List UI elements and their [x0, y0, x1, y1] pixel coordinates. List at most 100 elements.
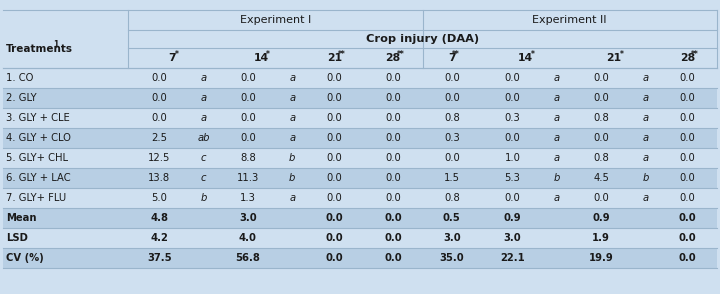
Text: 3.0: 3.0 [503, 233, 521, 243]
Bar [3, 68, 717, 88]
Bar [3, 168, 717, 188]
Text: *: * [174, 49, 179, 59]
Text: b: b [200, 193, 207, 203]
Text: b: b [642, 173, 649, 183]
Text: 5. GLY+ CHL: 5. GLY+ CHL [6, 153, 68, 163]
Text: 0.0: 0.0 [151, 73, 167, 83]
Text: 0.0: 0.0 [325, 213, 343, 223]
Text: 0.0: 0.0 [385, 133, 401, 143]
Text: 5.3: 5.3 [505, 173, 521, 183]
Text: 4. GLY + CLO: 4. GLY + CLO [6, 133, 71, 143]
Text: a: a [642, 193, 649, 203]
Text: 1.5: 1.5 [444, 173, 460, 183]
Text: 8.8: 8.8 [240, 153, 256, 163]
Text: 0.0: 0.0 [327, 113, 343, 123]
Text: 4.2: 4.2 [150, 233, 168, 243]
Text: 4.8: 4.8 [150, 213, 168, 223]
Bar [3, 248, 717, 268]
Text: 0.0: 0.0 [240, 133, 256, 143]
Text: 11.3: 11.3 [237, 173, 259, 183]
Text: 0.9: 0.9 [503, 213, 521, 223]
Text: 0.0: 0.0 [327, 133, 343, 143]
Text: 0.0: 0.0 [680, 173, 696, 183]
Text: 35.0: 35.0 [439, 253, 464, 263]
Text: 0.0: 0.0 [385, 193, 401, 203]
Text: a: a [200, 93, 207, 103]
Text: 0.8: 0.8 [444, 193, 459, 203]
Text: c: c [201, 153, 207, 163]
Text: 0.0: 0.0 [384, 213, 402, 223]
Text: a: a [289, 93, 295, 103]
Bar [3, 108, 717, 128]
Text: a: a [642, 93, 649, 103]
Text: 0.0: 0.0 [679, 233, 696, 243]
Text: 0.0: 0.0 [444, 153, 459, 163]
Text: 0.0: 0.0 [680, 73, 696, 83]
Text: b: b [289, 173, 295, 183]
Text: 0.8: 0.8 [593, 153, 609, 163]
Text: 0.0: 0.0 [593, 133, 609, 143]
Text: 0.0: 0.0 [593, 193, 609, 203]
Text: 28: 28 [386, 53, 401, 63]
Text: 0.0: 0.0 [327, 73, 343, 83]
Text: 0.0: 0.0 [327, 153, 343, 163]
Text: b: b [554, 173, 560, 183]
Text: CV (%): CV (%) [6, 253, 44, 263]
Text: 0.0: 0.0 [505, 133, 521, 143]
Text: 22.1: 22.1 [500, 253, 525, 263]
Text: *: * [266, 49, 270, 59]
Text: 13.8: 13.8 [148, 173, 171, 183]
Text: 0.0: 0.0 [444, 93, 459, 103]
Text: 37.5: 37.5 [147, 253, 171, 263]
Bar [3, 10, 717, 68]
Text: 12.5: 12.5 [148, 153, 171, 163]
Text: 0.8: 0.8 [593, 113, 609, 123]
Text: 1: 1 [53, 40, 58, 49]
Text: b: b [289, 153, 295, 163]
Text: a: a [289, 193, 295, 203]
Text: 4.0: 4.0 [239, 233, 257, 243]
Text: 3.0: 3.0 [239, 213, 257, 223]
Text: 28: 28 [680, 53, 696, 63]
Text: Experiment II: Experiment II [533, 15, 607, 25]
Text: 0.3: 0.3 [444, 133, 459, 143]
Text: 3. GLY + CLE: 3. GLY + CLE [6, 113, 70, 123]
Text: a: a [554, 113, 559, 123]
Text: 19.9: 19.9 [589, 253, 613, 263]
Text: 6. GLY + LAC: 6. GLY + LAC [6, 173, 71, 183]
Text: 0.0: 0.0 [240, 113, 256, 123]
Text: LSD: LSD [6, 233, 28, 243]
Text: 1. CO: 1. CO [6, 73, 33, 83]
Text: 7. GLY+ FLU: 7. GLY+ FLU [6, 193, 66, 203]
Text: 2.5: 2.5 [151, 133, 167, 143]
Text: 4.5: 4.5 [593, 173, 609, 183]
Text: 0.0: 0.0 [444, 73, 459, 83]
Text: 1.0: 1.0 [505, 153, 521, 163]
Text: 0.5: 0.5 [443, 213, 461, 223]
Text: a: a [642, 113, 649, 123]
Text: 0.0: 0.0 [385, 173, 401, 183]
Text: **: ** [691, 49, 699, 59]
Text: c: c [201, 173, 207, 183]
Text: *: * [619, 49, 624, 59]
Text: 0.0: 0.0 [327, 173, 343, 183]
Text: *: * [531, 49, 535, 59]
Text: a: a [554, 73, 559, 83]
Text: a: a [200, 73, 207, 83]
Text: 0.0: 0.0 [680, 93, 696, 103]
Text: **: ** [338, 49, 346, 59]
Text: 56.8: 56.8 [235, 253, 261, 263]
Text: 0.0: 0.0 [680, 113, 696, 123]
Text: 1.3: 1.3 [240, 193, 256, 203]
Text: 0.0: 0.0 [385, 73, 401, 83]
Bar [3, 128, 717, 148]
Text: 0.0: 0.0 [240, 93, 256, 103]
Bar [3, 88, 717, 108]
Text: 0.0: 0.0 [385, 113, 401, 123]
Text: 0.0: 0.0 [325, 253, 343, 263]
Text: 0.8: 0.8 [444, 113, 459, 123]
Text: 0.0: 0.0 [679, 253, 696, 263]
Text: 0.0: 0.0 [679, 213, 696, 223]
Text: 0.0: 0.0 [385, 93, 401, 103]
Text: 5.0: 5.0 [151, 193, 167, 203]
